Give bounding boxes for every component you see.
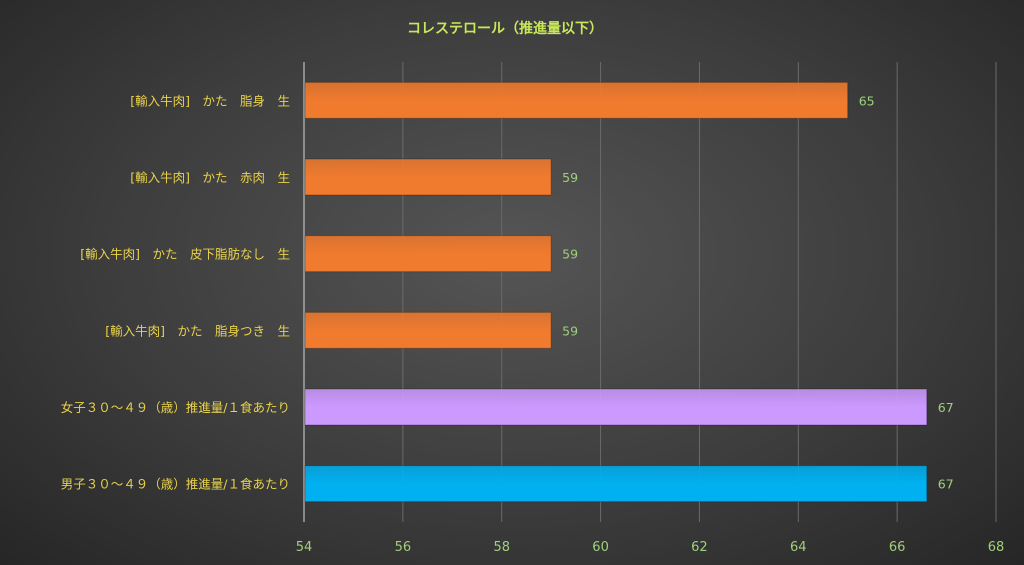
bar xyxy=(304,311,552,349)
x-tick-label: 54 xyxy=(296,540,313,555)
data-label: 59 xyxy=(562,323,578,338)
bar xyxy=(304,235,552,273)
x-tick-label: 64 xyxy=(790,540,807,555)
data-label: 65 xyxy=(859,93,875,108)
bar xyxy=(304,388,928,426)
bar xyxy=(304,158,552,196)
x-tick-label: 68 xyxy=(988,540,1005,555)
x-tick-label: 60 xyxy=(592,540,609,555)
x-tick-label: 58 xyxy=(493,540,510,555)
chart-title: コレステロール（推進量以下） xyxy=(407,20,603,37)
category-label: [輸入牛肉] かた 脂身つき 生 xyxy=(105,323,290,338)
data-label: 59 xyxy=(562,170,578,185)
category-label: [輸入牛肉] かた 脂身 生 xyxy=(130,93,290,108)
category-label: 男子３０〜４９（歳）推進量/１食あたり xyxy=(61,477,290,492)
category-label: 女子３０〜４９（歳）推進量/１食あたり xyxy=(61,400,290,415)
bars-layer xyxy=(304,81,928,503)
x-tick-label: 56 xyxy=(395,540,412,555)
x-tick-label: 62 xyxy=(691,540,708,555)
category-label: [輸入牛肉] かた 赤肉 生 xyxy=(130,170,290,185)
labels-layer: [輸入牛肉] かた 脂身 生 65 [輸入牛肉] かた 赤肉 生 59 [輸入牛肉] か… xyxy=(61,93,954,491)
category-label: [輸入牛肉] かた 皮下脂肪なし 生 xyxy=(80,247,290,262)
data-label: 67 xyxy=(938,400,954,415)
bar xyxy=(304,81,849,119)
ticks-layer: 54 56 58 60 62 64 66 68 xyxy=(296,540,1005,555)
bar xyxy=(304,465,928,503)
data-label: 59 xyxy=(562,247,578,262)
grid-layer xyxy=(303,62,997,522)
x-tick-label: 66 xyxy=(889,540,906,555)
data-label: 67 xyxy=(938,477,954,492)
